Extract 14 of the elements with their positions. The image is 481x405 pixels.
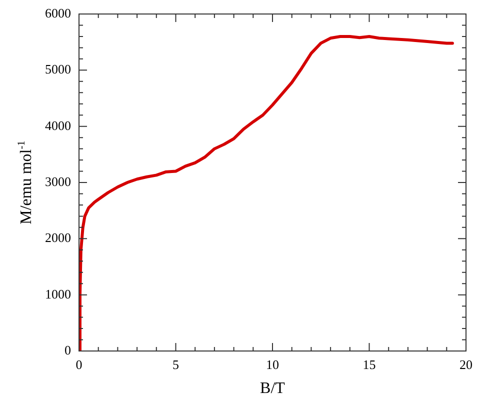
y-tick-label: 1000: [45, 286, 71, 302]
x-tick-label: 15: [362, 356, 376, 372]
y-tick-label: 4000: [45, 118, 71, 133]
x-axis-title: B/T: [260, 380, 286, 397]
x-tick-label: 10: [266, 356, 279, 372]
y-tick-label: 2000: [45, 230, 71, 246]
x-tick-label: 20: [460, 356, 472, 372]
y-tick-label: 5000: [45, 62, 71, 77]
y-tick-label: 3000: [45, 174, 71, 189]
y-tick-label: 0: [64, 342, 71, 358]
x-tick-label: 5: [172, 356, 179, 372]
y-tick-label: 6000: [45, 5, 71, 20]
x-tick-label: 0: [76, 356, 82, 372]
y-axis-title: M/emu mol-1: [16, 140, 35, 224]
